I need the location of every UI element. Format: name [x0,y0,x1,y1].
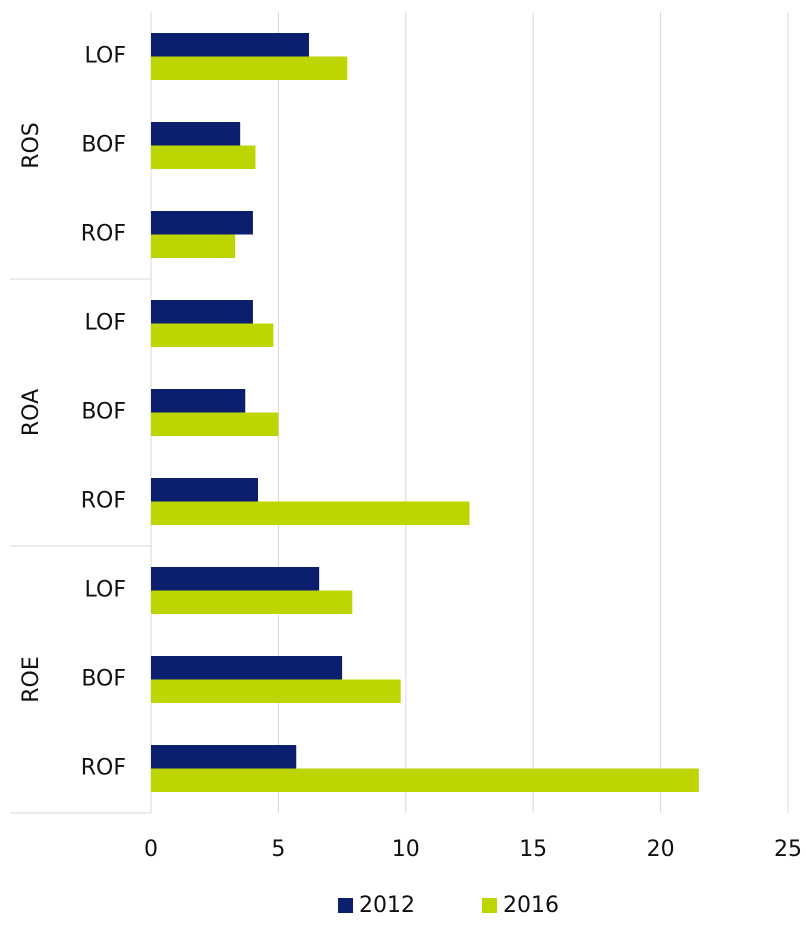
y-tick-label: ROF [81,756,126,781]
x-tick-label: 0 [144,837,158,862]
x-tick-label: 25 [774,837,802,862]
y-tick-label: BOF [81,667,126,692]
bar [151,656,343,680]
y-tick-label: LOF [85,311,126,336]
x-tick-label: 20 [647,837,675,862]
bar [151,145,256,169]
y-tick-label: ROF [81,489,126,514]
bar [151,745,297,769]
y-tick-label: LOF [85,578,126,603]
bar [151,389,246,413]
bar [151,323,274,347]
bar [151,234,236,258]
x-tick-label: 10 [392,837,420,862]
bar [151,211,253,235]
bar [151,501,470,525]
bar [151,300,253,324]
legend-swatch [482,898,497,913]
bar [151,412,279,436]
bar [151,122,241,146]
bar [151,478,259,502]
y-tick-label: LOF [85,44,126,69]
group-label: ROA [19,389,44,436]
y-tick-label: ROF [81,222,126,247]
bar [151,56,348,80]
group-label: ROS [19,122,44,169]
bar [151,590,353,614]
bar [151,567,320,591]
y-tick-label: BOF [81,400,126,425]
bar [151,768,699,792]
legend-label: 2016 [503,893,559,918]
legend-label: 2012 [359,893,415,918]
group-label: ROE [19,656,44,703]
bar [151,679,401,703]
legend-swatch [338,898,353,913]
y-tick-label: BOF [81,133,126,158]
x-tick-label: 15 [519,837,547,862]
x-tick-label: 5 [271,837,285,862]
bar [151,33,309,57]
